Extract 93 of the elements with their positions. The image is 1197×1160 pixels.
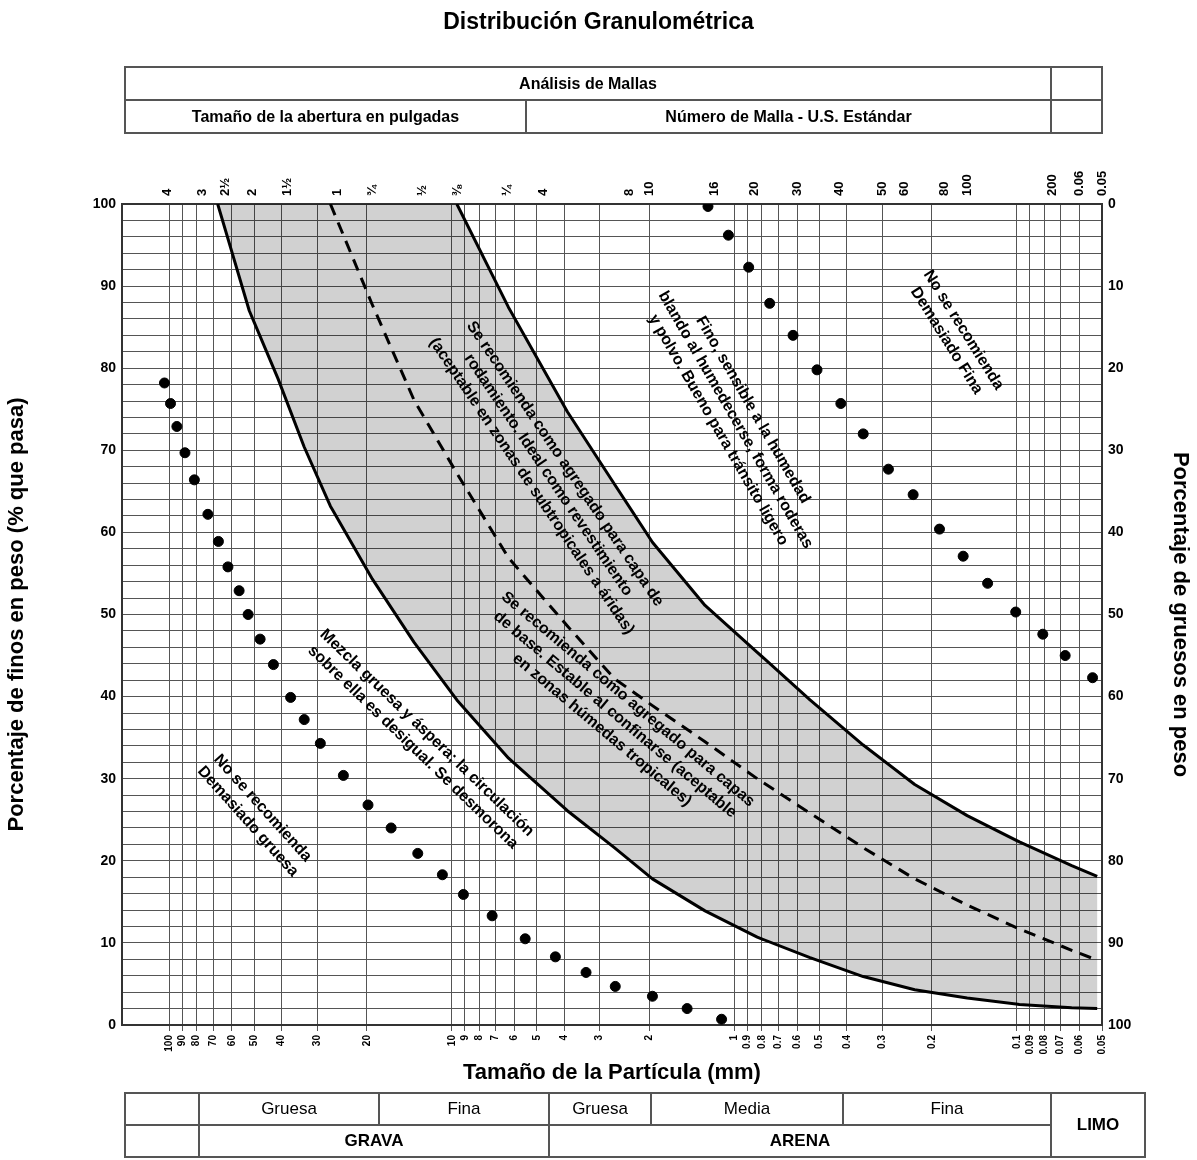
text: 10 [640, 181, 656, 196]
y2-tick-label: 40 [1108, 523, 1124, 540]
x-tick-label: 8 [472, 1034, 484, 1041]
text: 40 [830, 181, 846, 196]
y-tick-label: 60 [100, 523, 117, 540]
x-tick-label: 0.8 [755, 1034, 767, 1049]
y-tick-label: 50 [100, 605, 117, 622]
y-axis-title: Porcentaje de finos en peso (% que pasa) [3, 397, 29, 832]
x-tick-label: 10 [445, 1034, 457, 1047]
y2-tick-label: 80 [1108, 851, 1124, 868]
text: Tamaño de la abertura en pulgadas [125, 100, 526, 133]
x-tick-label: 0.4 [840, 1034, 852, 1049]
text: 4 [534, 188, 550, 196]
y2-axis-title: Porcentaje de gruesos en peso [1168, 451, 1194, 778]
text: 8 [620, 188, 636, 196]
text: ARENA [549, 1125, 1051, 1157]
text: 2 [243, 188, 259, 196]
y2-tick-label: 50 [1108, 605, 1124, 622]
y2-tick-label: 20 [1108, 359, 1124, 376]
x-tick-label: 0.5 [813, 1034, 825, 1049]
y-tick-label: 70 [100, 441, 117, 458]
x-tick-label: 0.05 [1095, 1034, 1107, 1055]
text: 100 [958, 174, 974, 196]
y-tick-label: 20 [100, 851, 117, 868]
x-tick-label: 0.6 [790, 1034, 802, 1049]
text: 50 [873, 181, 889, 196]
text: 30 [788, 181, 804, 196]
text: 60 [896, 181, 912, 196]
x-tick-label: 4 [558, 1034, 570, 1041]
x-tick-label: 0.09 [1023, 1034, 1035, 1055]
x-tick-label: 6 [508, 1034, 520, 1041]
x-tick-label: 9 [458, 1034, 470, 1041]
y2-tick-label: 30 [1108, 441, 1124, 458]
x-tick-label: 3 [593, 1034, 605, 1041]
text: 1½ [279, 177, 295, 196]
text: Número de Malla - U.S. Estándar [526, 100, 1051, 133]
chart-title: Distribución Granulométrica [442, 8, 755, 35]
x-tick-label: 100 [163, 1034, 175, 1052]
text: 16 [705, 181, 721, 196]
y2-tick-label: 60 [1108, 687, 1124, 704]
y2-tick-label: 90 [1108, 933, 1124, 950]
x-axis-title: Tamaño de la Partícula (mm) [463, 1058, 761, 1084]
text: Análisis de Mallas [125, 67, 1051, 100]
text: Fina [843, 1093, 1051, 1125]
x-tick-label: 0.07 [1054, 1034, 1066, 1055]
x-tick-label: 0.9 [741, 1034, 753, 1049]
text: GRAVA [199, 1125, 549, 1157]
text: ¼ [499, 184, 515, 196]
x-tick-label: 0.08 [1038, 1034, 1050, 1055]
y-tick-label: 30 [100, 769, 117, 786]
y-tick-label: 40 [100, 687, 117, 704]
x-tick-label: 30 [310, 1034, 322, 1047]
text: 0.06 [1071, 170, 1087, 196]
text: 200 [1043, 174, 1059, 196]
x-tick-label: 5 [530, 1034, 542, 1041]
x-tick-label: 7 [489, 1034, 501, 1041]
x-tick-label: 0.3 [875, 1034, 887, 1049]
text: 20 [745, 181, 761, 196]
x-tick-label: 50 [248, 1034, 260, 1047]
x-tick-label: 20 [360, 1034, 372, 1047]
x-tick-label: 0.06 [1073, 1034, 1085, 1055]
x-tick-label: 2 [643, 1034, 655, 1041]
x-tick-label: 60 [225, 1034, 237, 1047]
text: 3 [194, 188, 210, 196]
y-tick-label: 0 [108, 1015, 117, 1032]
y-tick-label: 100 [92, 194, 117, 211]
text: Gruesa [549, 1093, 651, 1125]
text: 1 [328, 188, 344, 196]
y-tick-label: 80 [100, 359, 117, 376]
y2-tick-label: 10 [1108, 276, 1124, 293]
y-tick-label: 10 [100, 933, 117, 950]
text: Gruesa [199, 1093, 379, 1125]
x-tick-label: 1 [728, 1034, 740, 1041]
text: 0.05 [1093, 170, 1109, 196]
text: Media [651, 1093, 843, 1125]
x-tick-label: 70 [206, 1034, 218, 1047]
text: 4 [158, 188, 174, 196]
x-tick-label: 0.1 [1010, 1034, 1022, 1049]
text: ¾ [364, 184, 380, 196]
y-tick-label: 90 [100, 276, 117, 293]
x-tick-label: 90 [175, 1034, 187, 1047]
x-tick-label: 40 [275, 1034, 287, 1047]
text: Fina [379, 1093, 549, 1125]
x-tick-label: 0.2 [925, 1034, 937, 1049]
text: 2½ [216, 177, 232, 196]
x-tick-label: 0.7 [771, 1034, 783, 1049]
y2-tick-label: 70 [1108, 769, 1124, 786]
text: 80 [936, 181, 952, 196]
text: ½ [414, 185, 430, 196]
x-tick-label: 80 [190, 1034, 202, 1047]
text: ⅜ [449, 184, 465, 196]
y2-tick-label: 0 [1108, 194, 1116, 211]
text: LIMO [1051, 1093, 1145, 1157]
